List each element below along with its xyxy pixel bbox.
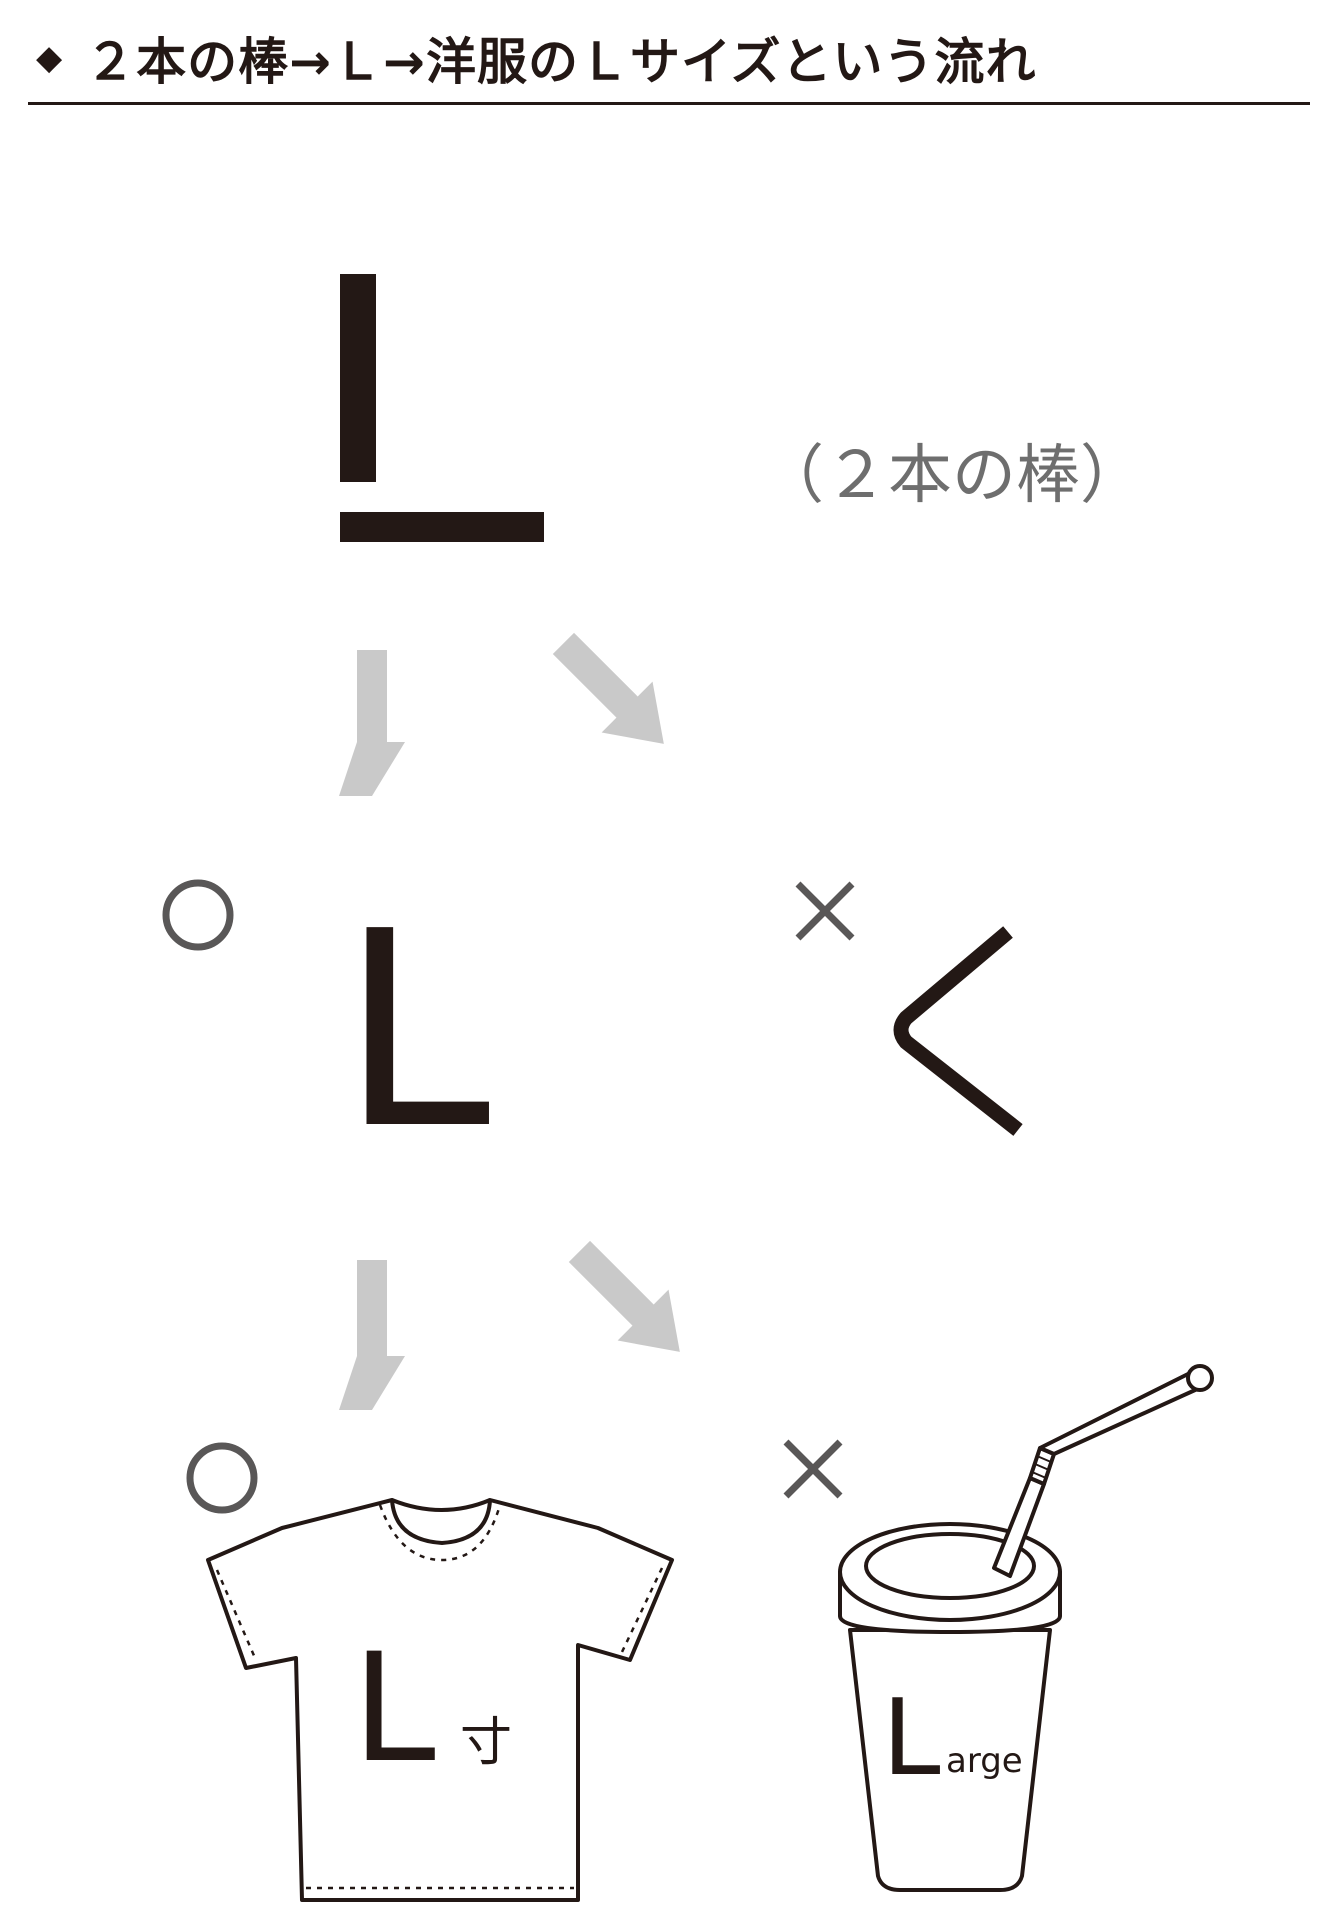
cup-letter-l: L (882, 1677, 941, 1799)
arrow-down-2 (339, 1260, 405, 1410)
title-underline (28, 102, 1310, 105)
correct-mark-circle-2 (186, 1442, 258, 1514)
diamond-bullet-icon: ◆ (36, 38, 64, 78)
arrow-diagonal-1 (552, 632, 664, 744)
shirt-letter-l: L (352, 1622, 436, 1796)
middle-letter-l: L (340, 873, 492, 1188)
two-sticks-figure (340, 274, 544, 542)
wrong-mark-cross-1 (795, 881, 855, 941)
title-text: ２本の棒→Ｌ→洋服のＬサイズという流れ (85, 33, 1037, 91)
arrow-diagonal-2 (568, 1240, 680, 1352)
correct-mark-circle-1 (162, 879, 234, 951)
wrong-mark-cross-2 (783, 1439, 843, 1499)
cup-illustration (838, 1364, 1214, 1892)
cup-suffix: arge (946, 1741, 1023, 1781)
vertical-stick (340, 274, 376, 482)
page-title: ◆ ２本の棒→Ｌ→洋服のＬサイズという流れ (36, 18, 1296, 98)
tshirt-illustration (206, 1498, 674, 1902)
shirt-suffix: 寸 (460, 1713, 512, 1773)
wrong-shape-ku (893, 926, 1023, 1136)
two-sticks-note: （２本の棒） (760, 439, 1144, 513)
horizontal-stick (340, 512, 544, 542)
arrow-down-1 (339, 650, 405, 796)
